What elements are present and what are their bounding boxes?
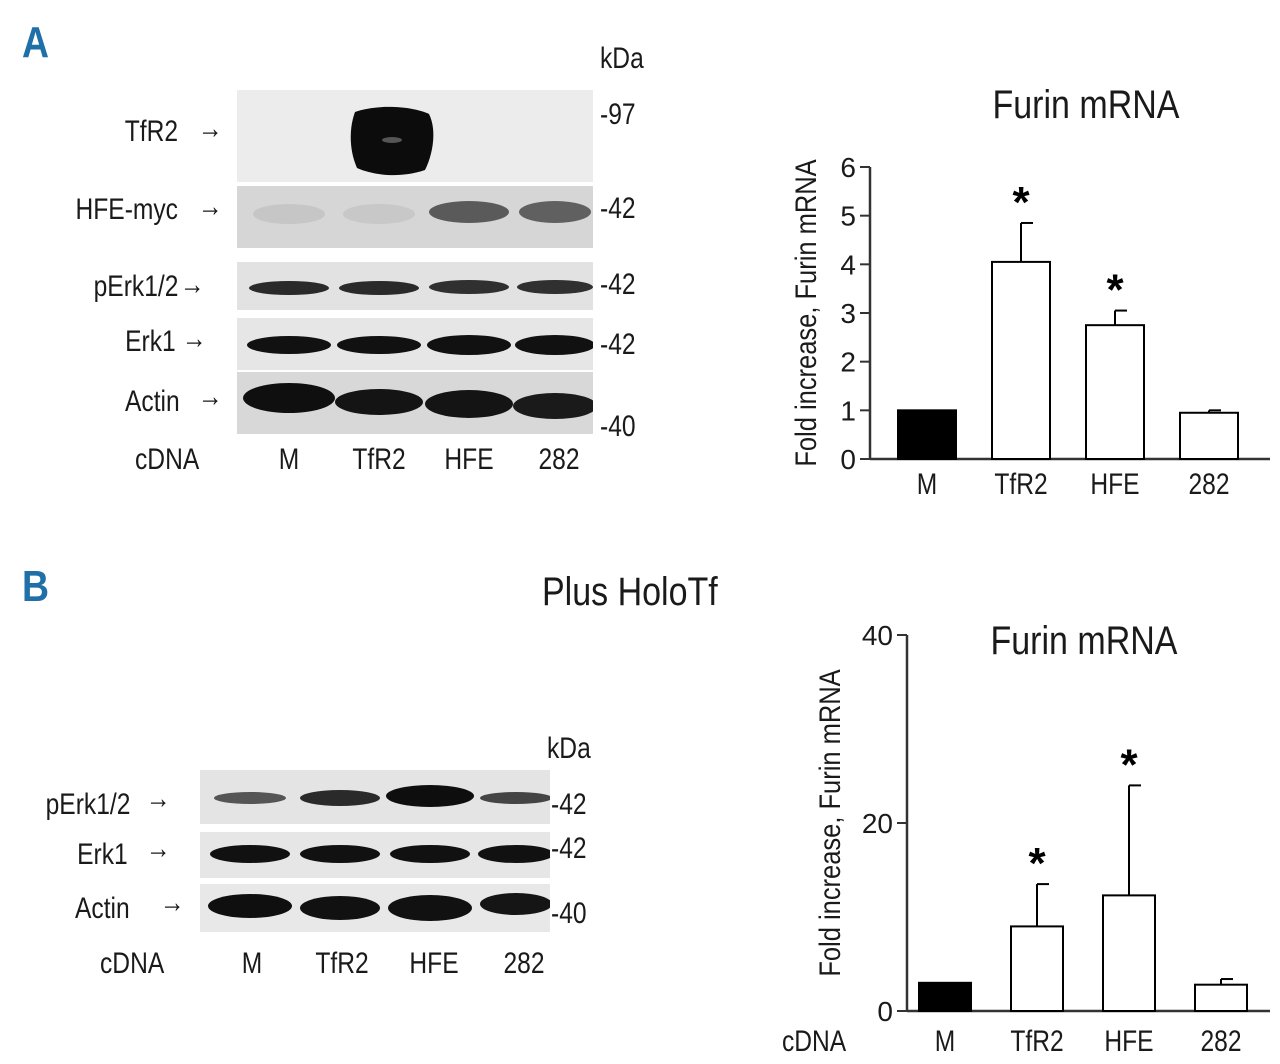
panel-a-kda-label: kDa	[600, 42, 644, 75]
panel-a-marker-40-actin: -40	[600, 410, 636, 443]
arrow-icon: →	[146, 782, 171, 815]
panel-a-blot-erk1	[237, 318, 593, 370]
significance-marker: *	[1012, 178, 1030, 227]
significance-marker: *	[1106, 266, 1124, 315]
x-tick-label: 282	[1188, 467, 1229, 501]
panel-b-letter: B	[22, 562, 50, 611]
y-tick-label: 4	[840, 249, 856, 280]
panel-b-blot-erk1	[200, 832, 550, 878]
y-tick-label: 0	[840, 444, 856, 475]
x-tick-label: M	[917, 467, 937, 501]
x-tick-label: HFE	[1104, 1024, 1153, 1058]
significance-marker: *	[1120, 740, 1138, 789]
arrow-icon: →	[198, 190, 223, 223]
panel-a-row-label-erk1: Erk1	[125, 325, 176, 358]
panel-a-letter: A	[22, 18, 50, 67]
panel-a-lane-label: TfR2	[352, 443, 406, 476]
y-tick-label: 2	[840, 347, 856, 378]
panel-b-row-label-actin: Actin	[75, 892, 130, 925]
arrow-icon: →	[182, 322, 207, 355]
arrow-icon: →	[198, 380, 223, 413]
bar	[1194, 983, 1248, 1012]
y-axis-label: Fold increase, Furin mRNA	[789, 159, 822, 467]
arrow-icon: →	[180, 268, 205, 301]
arrow-icon: →	[160, 886, 185, 919]
panel-b-blot-actin	[200, 884, 550, 932]
y-tick-label: 5	[840, 201, 856, 232]
bar	[1102, 894, 1156, 1013]
panel-b-lane-label: HFE	[409, 947, 459, 980]
panel-b-marker-42-erk: -42	[551, 832, 587, 865]
panel-a-marker-97: -97	[600, 98, 636, 131]
panel-a-blot-hfe-myc	[237, 186, 593, 248]
bar	[918, 981, 972, 1012]
panel-a-marker-42-perk: -42	[600, 268, 636, 301]
x-tick-label: M	[935, 1024, 955, 1058]
panel-a-row-label-hfe-myc: HFE-myc	[75, 193, 178, 226]
arrow-icon: →	[146, 832, 171, 865]
panel-a-row-label-actin: Actin	[125, 385, 180, 418]
bar	[1010, 925, 1064, 1012]
panel-b-blot-perk	[200, 770, 550, 824]
panel-b-marker-40-actin: -40	[551, 897, 587, 930]
chart-title: Furin mRNA	[991, 617, 1178, 662]
panel-a-lane-label: HFE	[444, 443, 494, 476]
panel-b-cdna-label: cDNA	[100, 947, 165, 980]
panel-b-subtitle: Plus HoloTf	[542, 570, 718, 614]
panel-a-row-label-perk: pErk1/2	[93, 270, 178, 303]
panel-b-kda-label: kDa	[547, 732, 591, 765]
y-tick-label: 1	[840, 395, 856, 426]
panel-b-row-label-erk1: Erk1	[77, 838, 128, 871]
y-axis-label: Fold increase, Furin mRNA	[813, 669, 846, 977]
x-tick-label: TfR2	[994, 467, 1047, 501]
y-tick-label: 3	[840, 298, 856, 329]
panel-a-row-label-tfr2: TfR2	[124, 115, 178, 148]
panel-a-lane-label: M	[278, 443, 300, 476]
panel-a-blot-tfr2	[237, 90, 593, 182]
panel-a-marker-42-erk: -42	[600, 328, 636, 361]
x-tick-label: 282	[1200, 1024, 1241, 1058]
panel-a-furin-chart: Furin mRNA Fold increase, Furin mRNA 0 1 2 3 4…	[789, 81, 1270, 501]
y-tick-label: 6	[840, 152, 856, 183]
panel-b-row-label-perk: pErk1/2	[45, 788, 130, 821]
bar	[897, 409, 957, 461]
panel-a-blot-actin	[237, 372, 593, 434]
y-tick-label: 40	[862, 620, 893, 651]
panel-b-lane-label: TfR2	[315, 947, 369, 980]
panel-b-furin-chart: Furin mRNA Fold increase, Furin mRNA 0 20 40…	[782, 617, 1270, 1058]
panel-b-lane-label: 282	[503, 947, 545, 980]
panel-a-lane-label: 282	[538, 443, 580, 476]
bar	[991, 260, 1051, 460]
arrow-icon: →	[198, 112, 223, 145]
panel-a-cdna-label: cDNA	[135, 443, 200, 476]
panel-a-marker-42-hfe: -42	[600, 192, 636, 225]
significance-marker: *	[1028, 839, 1046, 888]
panel-b-lane-label: M	[241, 947, 263, 980]
x-tick-label: TfR2	[1010, 1024, 1063, 1058]
bar	[1179, 411, 1239, 460]
x-axis-label: cDNA	[782, 1024, 847, 1058]
bar	[1085, 324, 1145, 460]
x-tick-label: HFE	[1090, 467, 1139, 501]
panel-b-marker-42-perk: -42	[551, 788, 587, 821]
y-tick-label: 0	[877, 996, 893, 1027]
y-tick-label: 20	[862, 808, 893, 839]
panel-a-blot-perk	[237, 262, 593, 310]
chart-title: Furin mRNA	[993, 81, 1180, 126]
